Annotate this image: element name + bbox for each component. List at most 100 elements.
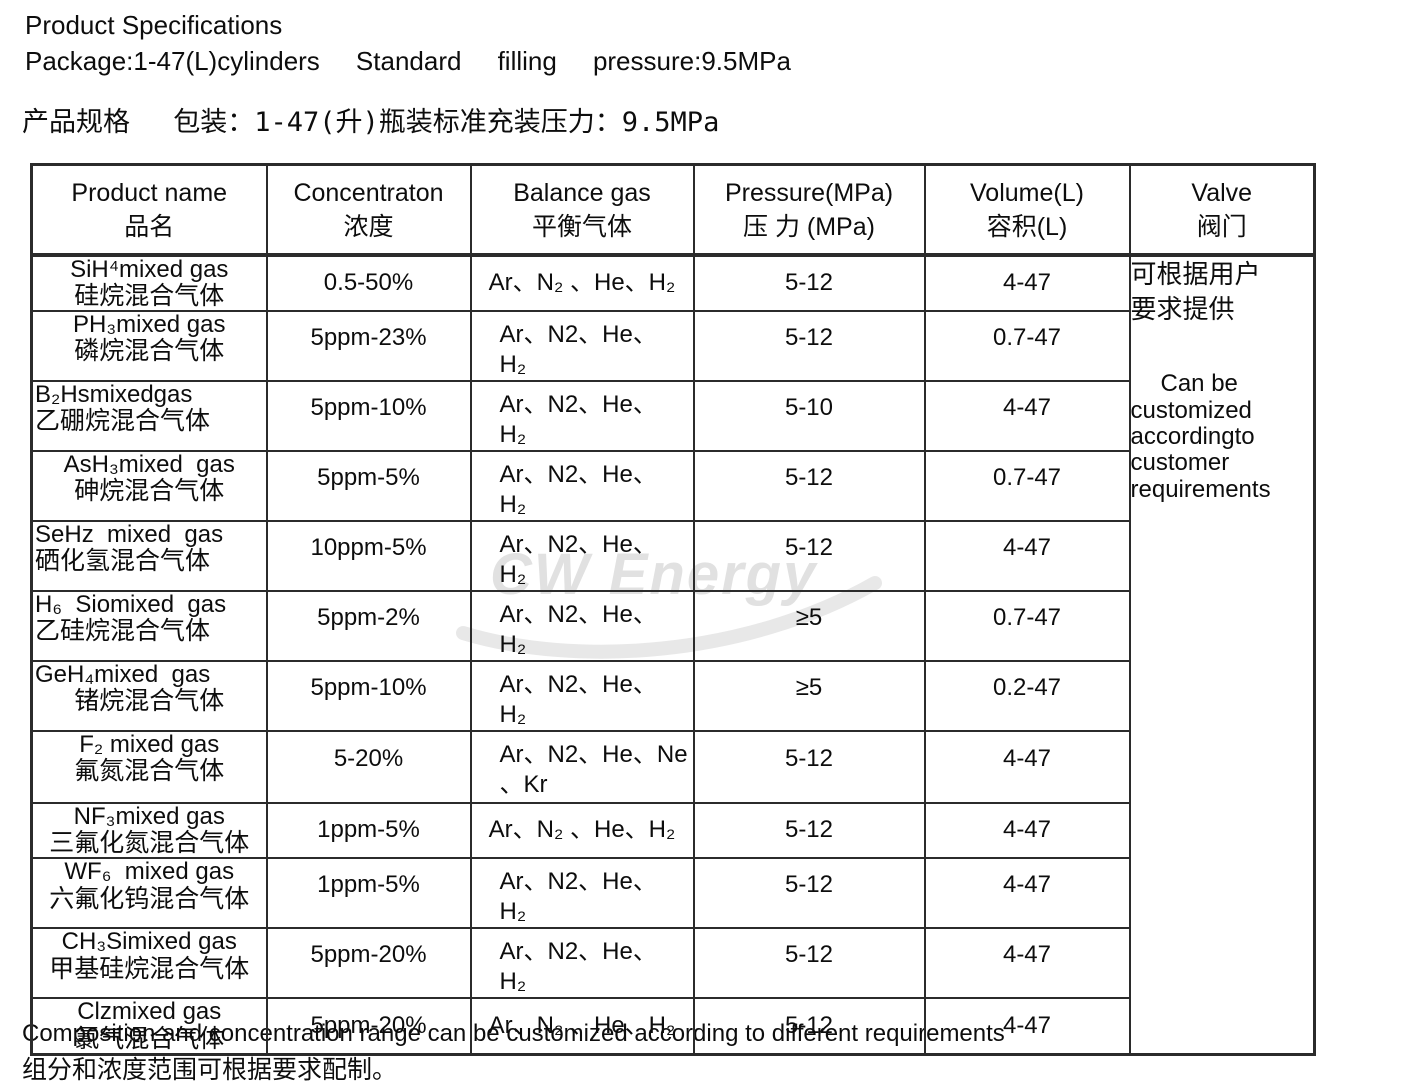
col-header-en: Balance gas xyxy=(513,178,651,207)
cell-balance-gas: Ar、N2、He、 H₂ xyxy=(469,450,695,523)
cell-pressure: 5-12 xyxy=(692,857,926,930)
col-header-cn: 浓度 xyxy=(343,212,394,241)
page-title: Product Specifications xyxy=(25,10,283,40)
cell-pressure: 5-12 xyxy=(692,520,926,593)
cell-balance-gas: Ar、N₂ 、He、H₂ xyxy=(469,997,695,1056)
cell-balance-gas: Ar、N2、He、 H₂ xyxy=(469,310,695,383)
product-name-cn: 甲基硅烷混合气体 xyxy=(49,954,250,983)
product-name-cn: 氯气混合气体 xyxy=(74,1024,225,1053)
cell-concentration: 10ppm-5% xyxy=(265,520,472,593)
product-name-cn: 磷烷混合气体 xyxy=(74,337,225,366)
product-name-en: H₆ Siomixed gas xyxy=(35,591,227,619)
product-name-en: SeHz mixed gas xyxy=(35,521,224,549)
footer-note-cn: 组分和浓度范围可根据要求配制。 xyxy=(22,1056,398,1084)
product-name-cn: 乙硅烷混合气体 xyxy=(35,617,211,646)
cell-balance-gas: Ar、N2、He、 H₂ xyxy=(469,520,695,593)
cell-volume: 4-47 xyxy=(923,857,1131,930)
product-name-en: Clzmixed gas xyxy=(77,998,222,1026)
col-header-cn: 阀门 xyxy=(1196,212,1247,241)
table-row: NF₃mixed gas 三氟化氮混合气体 1ppm-5% Ar、N₂ 、He、… xyxy=(30,802,1315,860)
table-row: GeH₄mixed gas 锗烷混合气体 5ppm-10% Ar、N2、He、 … xyxy=(30,660,1315,733)
table-row: WF₆ mixed gas 六氟化钨混合气体 1ppm-5% Ar、N2、He、… xyxy=(30,857,1315,930)
valve-note-en: Can be customized accordingto customer r… xyxy=(1130,370,1271,503)
cell-volume: 4-47 xyxy=(923,380,1131,453)
product-name-cn: 三氟化氮混合气体 xyxy=(49,829,250,858)
cell-concentration: 1ppm-5% xyxy=(265,802,472,860)
cell-product-name: Clzmixed gas 氯气混合气体 xyxy=(30,997,268,1056)
table-row: B₂Hsmixedgas 乙硼烷混合气体 5ppm-10% Ar、N2、He、 … xyxy=(30,380,1315,453)
product-name-cn: 硅烷混合气体 xyxy=(74,282,225,311)
product-name-cn: 乙硼烷混合气体 xyxy=(35,407,211,436)
cell-volume: 4-47 xyxy=(923,802,1131,860)
cell-concentration: 5ppm-20% xyxy=(265,997,472,1056)
cell-product-name: F₂ mixed gas 氟氮混合气体 xyxy=(30,730,268,805)
product-name-en: B₂Hsmixedgas xyxy=(35,381,193,409)
cell-volume: 0.2-47 xyxy=(923,660,1131,733)
cell-pressure: 5-12 xyxy=(692,802,926,860)
col-header-volume: Volume(L) 容积(L) xyxy=(923,163,1131,257)
cell-balance-gas: Ar、N2、He、 H₂ xyxy=(469,660,695,733)
cell-pressure: 5-12 xyxy=(692,997,926,1056)
cell-concentration: 1ppm-5% xyxy=(265,857,472,930)
cell-product-name: NF₃mixed gas 三氟化氮混合气体 xyxy=(30,802,268,860)
product-name-cn: 砷烷混合气体 xyxy=(74,477,225,506)
col-header-en: Volume(L) xyxy=(970,178,1084,207)
cell-product-name: SiH⁴mixed gas 硅烷混合气体 xyxy=(30,253,268,313)
product-name-cn: 硒化氢混合气体 xyxy=(35,547,211,576)
package-subtitle: Package:1-47(L)cylinders Standard fillin… xyxy=(25,46,791,76)
col-header-pressure: Pressure(MPa) 压 力 (MPa) xyxy=(692,163,926,257)
cell-pressure: ≥5 xyxy=(692,660,926,733)
table-row: SeHz mixed gas 硒化氢混合气体 10ppm-5% Ar、N2、He… xyxy=(30,520,1315,593)
product-name-en: NF₃mixed gas xyxy=(73,803,225,831)
cell-pressure: 5-12 xyxy=(692,450,926,523)
cell-volume: 4-47 xyxy=(923,253,1131,313)
col-header-en: Valve xyxy=(1191,178,1253,207)
col-header-cn: 品名 xyxy=(124,212,175,241)
cell-balance-gas: Ar、N₂ 、He、H₂ xyxy=(469,802,695,860)
spec-table: Product name 品名 Concentraton 浓度 Balance … xyxy=(30,163,1316,1056)
cell-concentration: 5ppm-23% xyxy=(265,310,472,383)
cell-product-name: PH₃mixed gas 磷烷混合气体 xyxy=(30,310,268,383)
table-row: H₆ Siomixed gas 乙硅烷混合气体 5ppm-2% Ar、N2、He… xyxy=(30,590,1315,663)
cell-concentration: 5ppm-2% xyxy=(265,590,472,663)
cell-volume: 4-47 xyxy=(923,520,1131,593)
cell-product-name: B₂Hsmixedgas 乙硼烷混合气体 xyxy=(30,380,268,453)
product-name-en: SiH⁴mixed gas xyxy=(70,256,229,283)
table-row: CH₃Simixed gas 甲基硅烷混合气体 5ppm-20% Ar、N2、H… xyxy=(30,927,1315,1000)
cell-balance-gas: Ar、N2、He、 H₂ xyxy=(469,857,695,930)
col-header-cn: 压 力 (MPa) xyxy=(743,212,875,241)
cell-concentration: 5ppm-20% xyxy=(265,927,472,1000)
cell-valve-note: 可根据用户要求提供 Can be customized accordingto … xyxy=(1128,253,1316,1056)
table-row: AsH₃mixed gas 砷烷混合气体 5ppm-5% Ar、N2、He、 H… xyxy=(30,450,1315,523)
product-name-en: WF₆ mixed gas xyxy=(64,858,235,886)
cell-product-name: CH₃Simixed gas 甲基硅烷混合气体 xyxy=(30,927,268,1000)
cell-balance-gas: Ar、N2、He、Ne 、Kr xyxy=(469,730,695,805)
valve-note-cn: 可根据用户要求提供 xyxy=(1130,259,1261,325)
table-row: Clzmixed gas 氯气混合气体 5ppm-20% Ar、N₂ 、He、H… xyxy=(30,997,1315,1056)
product-name-en: AsH₃mixed gas xyxy=(63,451,235,479)
cell-pressure: 5-12 xyxy=(692,927,926,1000)
table-row: SiH⁴mixed gas 硅烷混合气体 0.5-50% Ar、N₂ 、He、H… xyxy=(30,253,1316,1056)
cell-concentration: 5ppm-10% xyxy=(265,380,472,453)
cell-volume: 4-47 xyxy=(923,927,1131,1000)
product-name-cn: 氟氮混合气体 xyxy=(74,757,225,786)
cell-product-name: SeHz mixed gas 硒化氢混合气体 xyxy=(30,520,268,593)
cell-product-name: GeH₄mixed gas 锗烷混合气体 xyxy=(30,660,268,733)
cell-pressure: 5-12 xyxy=(692,730,926,805)
product-name-en: F₂ mixed gas xyxy=(79,731,220,759)
cell-pressure: 5-10 xyxy=(692,380,926,453)
cell-concentration: 0.5-50% xyxy=(265,253,472,313)
cell-concentration: 5ppm-10% xyxy=(265,660,472,733)
cell-pressure: 5-12 xyxy=(692,253,926,313)
cell-product-name: WF₆ mixed gas 六氟化钨混合气体 xyxy=(30,857,268,930)
cell-volume: 4-47 xyxy=(923,730,1131,805)
table-row: PH₃mixed gas 磷烷混合气体 5ppm-23% Ar、N2、He、 H… xyxy=(30,310,1315,383)
cell-balance-gas: Ar、N2、He、 H₂ xyxy=(469,380,695,453)
col-header-en: Product name xyxy=(71,178,228,207)
col-header-en: Pressure(MPa) xyxy=(724,178,894,207)
cell-pressure: ≥5 xyxy=(692,590,926,663)
col-header-cn: 容积(L) xyxy=(986,212,1068,241)
cell-balance-gas: Ar、N2、He、 H₂ xyxy=(469,590,695,663)
cell-balance-gas: Ar、N₂ 、He、H₂ xyxy=(469,253,695,313)
